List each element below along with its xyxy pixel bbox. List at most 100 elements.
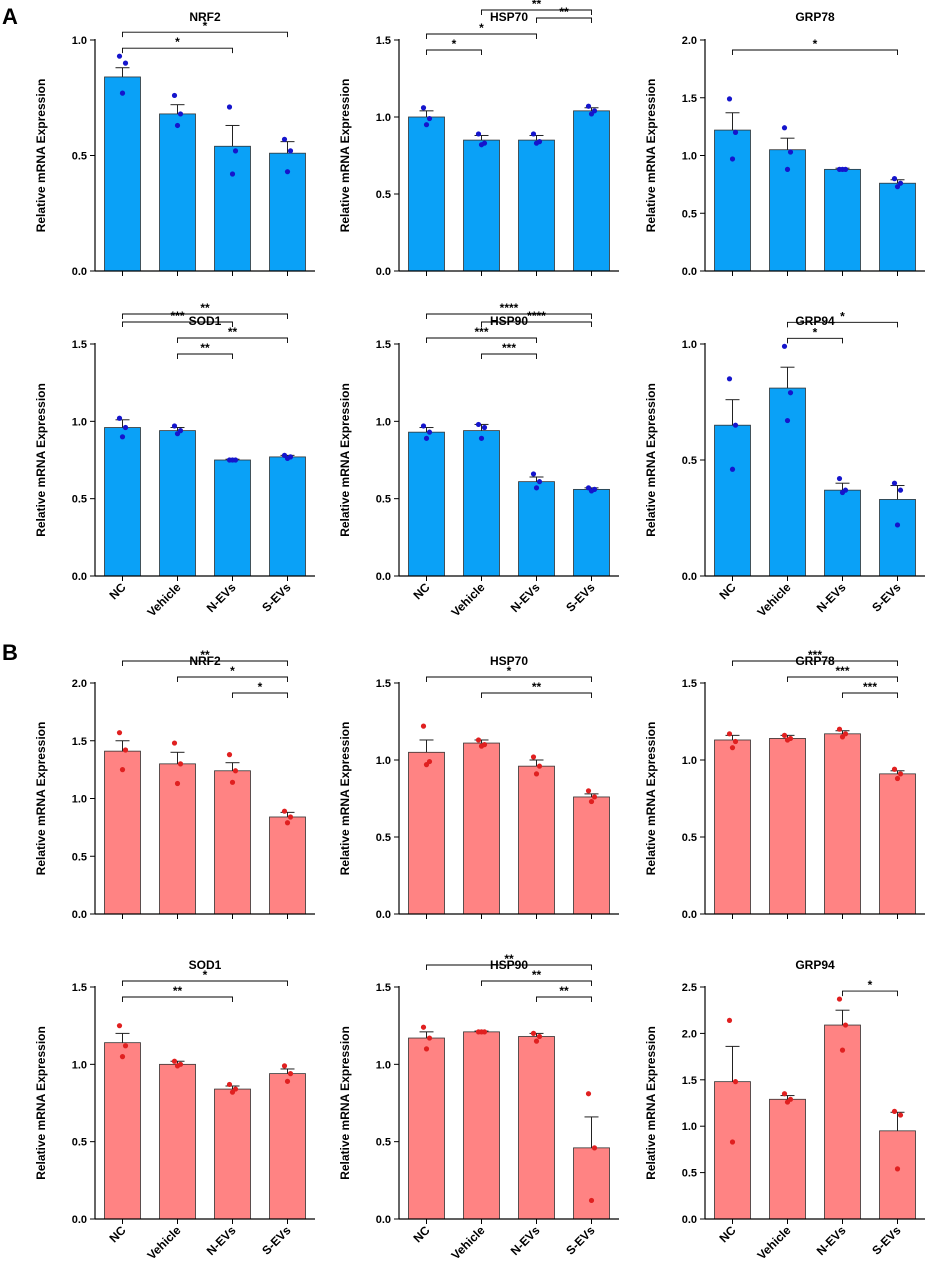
y-tick-label: 0.0: [72, 909, 87, 921]
data-point: [891, 480, 898, 486]
significance-label: **: [228, 325, 238, 339]
data-point: [726, 96, 733, 102]
significance-bracket: [481, 353, 537, 359]
x-tick-label: NC: [410, 580, 432, 602]
chart-title: GRP94: [795, 314, 835, 328]
y-tick-label: 1.5: [682, 1075, 697, 1087]
bar-s-evs: [269, 816, 306, 915]
y-axis-label: Relative mRNA Expression: [644, 79, 658, 233]
bar-s-evs: [269, 456, 306, 577]
y-tick-label: 0.5: [376, 832, 391, 844]
bar-vehicle: [159, 1063, 196, 1220]
data-point: [122, 747, 129, 753]
data-point: [729, 156, 736, 162]
significance-label: *: [203, 19, 208, 33]
data-point: [891, 176, 898, 182]
data-point: [287, 814, 294, 820]
y-tick-label: 1.5: [376, 339, 391, 351]
bar-vehicle: [159, 113, 196, 272]
bar-nc: [408, 751, 445, 915]
significance-bracket: [481, 321, 592, 327]
data-point: [839, 1047, 846, 1053]
data-point: [726, 376, 733, 382]
y-tick-label: 1.0: [682, 151, 697, 163]
data-point: [781, 343, 788, 349]
bar-vehicle: [463, 430, 500, 577]
panel-label-a: A: [2, 4, 18, 29]
x-tick-label: Vehicle: [144, 1223, 183, 1262]
data-point: [784, 166, 791, 172]
bar-n-evs: [518, 1036, 555, 1220]
bar-vehicle: [463, 1031, 500, 1220]
significance-label: ***: [863, 680, 877, 694]
data-point: [894, 522, 901, 528]
data-point: [232, 768, 239, 774]
data-point: [536, 1033, 543, 1040]
data-point: [475, 131, 482, 137]
y-tick-label: 0.0: [682, 266, 697, 278]
data-point: [420, 423, 427, 429]
significance-label: **: [200, 341, 210, 355]
y-tick-label: 1.0: [376, 1059, 391, 1071]
significance-label: ***: [502, 341, 516, 355]
significance-bracket: [177, 676, 288, 682]
bar-s-evs: [879, 499, 916, 577]
data-point: [284, 1078, 291, 1084]
x-tick-label: N-EVs: [814, 1223, 849, 1258]
data-point: [585, 103, 592, 109]
significance-bracket: [426, 49, 482, 55]
bar-vehicle: [769, 1098, 806, 1220]
y-tick-label: 0.5: [376, 1137, 391, 1149]
chart-b-grp94: GRP94 Relative mRNA Expression 0.0 0.5 1.0 1.…: [644, 958, 925, 1262]
x-tick-label: S-EVs: [259, 580, 294, 615]
data-point: [287, 148, 294, 154]
y-tick-label: 1.0: [72, 1059, 87, 1071]
data-point: [478, 435, 485, 441]
y-tick-label: 2.5: [682, 982, 697, 994]
data-point: [836, 996, 843, 1002]
data-point: [116, 730, 123, 736]
significance-bracket: [732, 49, 898, 55]
data-point: [281, 1063, 288, 1069]
y-tick-label: 0.5: [72, 851, 87, 863]
data-point: [781, 732, 788, 738]
data-point: [229, 1089, 236, 1095]
significance-bracket: [426, 337, 537, 343]
bar-nc: [104, 76, 141, 272]
significance-bracket: [481, 980, 592, 986]
y-tick-label: 1.5: [376, 982, 391, 994]
y-tick-label: 0.0: [72, 1214, 87, 1226]
data-point: [787, 390, 794, 396]
significance-label: ***: [835, 664, 849, 678]
bar-n-evs: [214, 459, 251, 577]
chart-a-grp94: GRP94 Relative mRNA Expression 0.0 0.5 1.0 NC…: [644, 309, 925, 619]
bar-s-evs: [879, 1130, 916, 1220]
data-point: [284, 169, 291, 175]
y-tick-label: 0.0: [376, 909, 391, 921]
y-tick-label: 0.5: [376, 494, 391, 506]
data-point: [530, 131, 537, 137]
bar-vehicle: [159, 763, 196, 915]
y-axis-label: Relative mRNA Expression: [338, 79, 352, 233]
y-tick-label: 0.5: [682, 208, 697, 220]
panel-label-b: B: [2, 640, 18, 665]
y-tick-label: 2.0: [682, 1028, 697, 1040]
bar-n-evs: [824, 168, 861, 272]
y-tick-label: 0.5: [682, 1168, 697, 1180]
significance-bracket: [536, 17, 592, 23]
bar-s-evs: [573, 110, 610, 272]
y-tick-label: 0.0: [376, 266, 391, 278]
y-tick-label: 1.0: [682, 339, 697, 351]
data-point: [784, 737, 791, 743]
data-point: [171, 1058, 178, 1064]
data-point: [732, 129, 739, 135]
data-point: [732, 422, 739, 428]
y-tick-label: 0.0: [376, 1214, 391, 1226]
bar-vehicle: [463, 139, 500, 272]
data-point: [122, 1043, 129, 1049]
significance-label: **: [532, 0, 542, 11]
data-point: [119, 767, 126, 773]
bar-vehicle: [159, 430, 196, 577]
data-point: [116, 1023, 123, 1029]
